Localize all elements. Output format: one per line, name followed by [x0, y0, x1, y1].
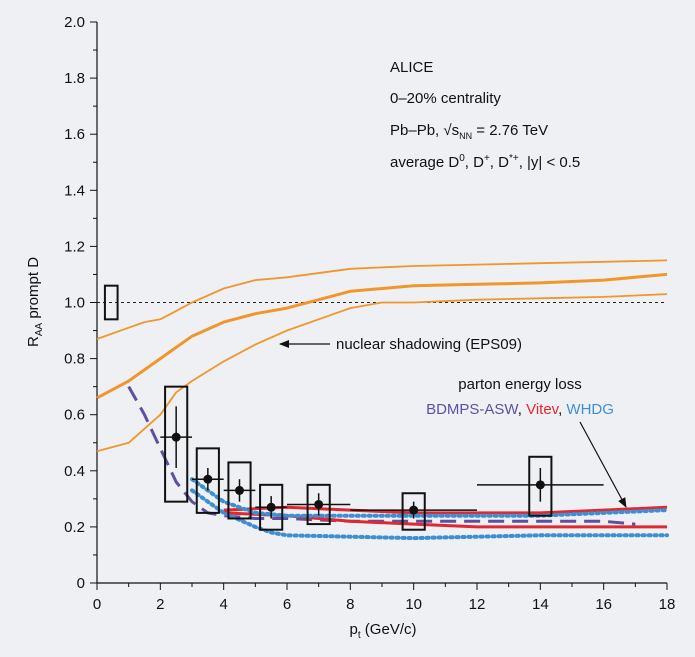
- x-tick-label: 18: [659, 596, 676, 613]
- centrality-label: 0–20% centrality: [390, 90, 501, 107]
- y-tick-group: 0 0.2 0.4 0.6 0.8 1.0 1.2 1.4 1.6 1.8 2.0: [64, 14, 97, 592]
- info-block: ALICE 0–20% centrality Pb–Pb, √sNN = 2.7…: [390, 59, 580, 171]
- legend-whdg: WHDG: [566, 401, 614, 418]
- experiment-label: ALICE: [390, 59, 433, 76]
- data-point: [235, 485, 244, 495]
- model-curves: [96, 259, 669, 541]
- x-tick-label: 6: [283, 596, 291, 613]
- curve-shadow-central: [96, 272, 668, 400]
- y-tick-label: 1.4: [64, 182, 85, 199]
- curve-shadow-upper: [96, 259, 668, 340]
- collision-label: Pb–Pb, √sNN = 2.76 TeV: [390, 122, 548, 141]
- x-tick-label: 4: [219, 596, 227, 613]
- data-point: [314, 499, 324, 509]
- y-tick-label: 0.4: [64, 463, 85, 480]
- normalization-box: [103, 284, 119, 321]
- y-tick-label: 1.2: [64, 238, 85, 255]
- y-tick-label: 1.6: [64, 126, 85, 143]
- curve-shadow-lower: [96, 293, 668, 453]
- y-tick-label: 2.0: [64, 14, 85, 31]
- x-axis-label: pt (GeV/c): [350, 621, 417, 641]
- x-tick-label: 12: [469, 596, 486, 613]
- x-axis-label-sub: t: [358, 630, 361, 641]
- shadowing-label: nuclear shadowing (EPS09): [336, 336, 522, 353]
- legend-bdmps: BDMPS-ASW: [426, 401, 519, 418]
- x-tick-group: 0 2 4 6 8 10 12 14 16 18: [93, 583, 676, 613]
- energy-loss-arrow: [579, 421, 627, 508]
- y-tick-label: 0.8: [64, 351, 85, 368]
- y-tick-label: 1.8: [64, 70, 85, 87]
- y-axis-label-sub: AA: [34, 323, 45, 337]
- x-tick-label: 0: [93, 596, 101, 613]
- syst-box: [528, 455, 553, 517]
- y-tick-label: 0.2: [64, 519, 85, 536]
- data-point: [535, 480, 545, 490]
- data-points: [160, 385, 604, 531]
- syst-box: [195, 447, 220, 514]
- curve-vitev-upper: [223, 505, 668, 515]
- species-label: average D0, D+, D*+, |y| < 0.5: [390, 153, 580, 171]
- data-point: [203, 474, 213, 484]
- energy-loss-label: parton energy loss: [458, 376, 581, 393]
- y-axis-label: RAA prompt D: [25, 257, 45, 347]
- y-tick-label: 1.0: [64, 295, 85, 312]
- y-tick-label: 0.6: [64, 407, 85, 424]
- x-tick-label: 2: [156, 596, 164, 613]
- curve-whdg-lower: [190, 488, 669, 541]
- x-tick-label: 10: [405, 596, 422, 613]
- syst-box: [401, 492, 426, 531]
- data-point: [266, 502, 276, 512]
- legend-vitev: Vitev: [526, 401, 560, 418]
- data-point: [171, 432, 181, 442]
- curve-whdg-upper: [190, 477, 669, 518]
- y-tick-label: 0: [77, 575, 85, 592]
- model-legend: BDMPS-ASW, Vitev, WHDG: [426, 401, 614, 418]
- x-tick-label: 8: [346, 596, 354, 613]
- data-point: [409, 505, 419, 515]
- x-tick-label: 16: [595, 596, 612, 613]
- syst-box: [164, 385, 189, 503]
- x-tick-label: 14: [532, 596, 549, 613]
